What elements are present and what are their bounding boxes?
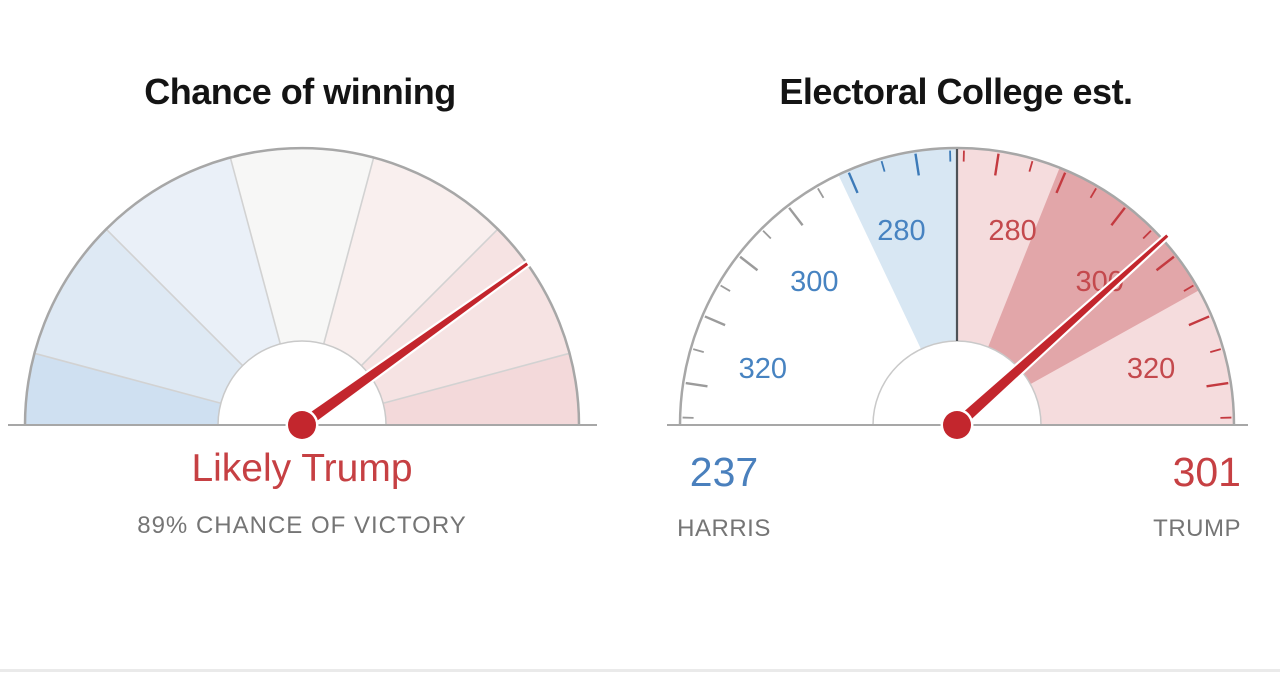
- needle: [951, 231, 1171, 431]
- scale-tick: [762, 230, 772, 240]
- tick-label-harris-280: 280: [877, 215, 925, 247]
- scale-tick: [1183, 284, 1194, 292]
- scale-tick: [704, 315, 726, 327]
- trump-ev-column: 301 TRUMP: [1093, 450, 1241, 543]
- tick-label-harris-300: 300: [790, 266, 838, 298]
- chance-status-label: Likely Trump: [191, 447, 413, 490]
- scale-tick: [1188, 315, 1210, 327]
- scale-tick: [817, 187, 825, 199]
- harris-ev-value: 237: [689, 449, 759, 495]
- scale-tick: [1142, 230, 1152, 240]
- scale-tick: [1055, 172, 1067, 194]
- electoral-college-gauge-title: Electoral College est.: [779, 71, 1133, 112]
- scale-tick: [1028, 160, 1034, 172]
- scale-tick: [1155, 255, 1175, 272]
- scale-tick: [994, 153, 1000, 176]
- needle-pivot-dot: [288, 411, 316, 439]
- trump-name-label: TRUMP: [1153, 515, 1241, 543]
- harris-ev-column: 237 HARRIS: [650, 450, 798, 543]
- chance-status-detail: 89% CHANCE OF VICTORY: [137, 512, 467, 539]
- needle-pivot-dot: [943, 411, 971, 439]
- scale-tick: [1089, 187, 1097, 199]
- scale-tick: [1209, 348, 1222, 354]
- chance-gauge: [8, 146, 597, 509]
- scale-tick: [1110, 207, 1126, 226]
- scale-tick: [1206, 381, 1229, 388]
- tick-label-trump-320: 320: [1127, 353, 1175, 385]
- trump-ev-value: 301: [1172, 449, 1241, 495]
- gauge-rim: [23, 146, 581, 426]
- bottom-divider-rule: [0, 669, 1280, 672]
- scale-tick: [720, 284, 731, 292]
- scale-tick: [739, 255, 759, 272]
- tick-label-trump-280: 280: [988, 215, 1036, 247]
- scale-tick: [692, 348, 705, 354]
- scale-tick: [914, 153, 920, 176]
- tick-label-harris-320: 320: [739, 353, 787, 385]
- scale-tick: [685, 381, 708, 388]
- scale-tick: [880, 160, 886, 172]
- band-trump: [957, 167, 1200, 425]
- chance-gauge-title: Chance of winning: [144, 71, 456, 112]
- harris-name-label: HARRIS: [677, 515, 771, 543]
- needle: [297, 259, 531, 432]
- scale-tick: [847, 172, 859, 194]
- gauge-rim: [678, 146, 1236, 426]
- scale-tick: [788, 207, 804, 226]
